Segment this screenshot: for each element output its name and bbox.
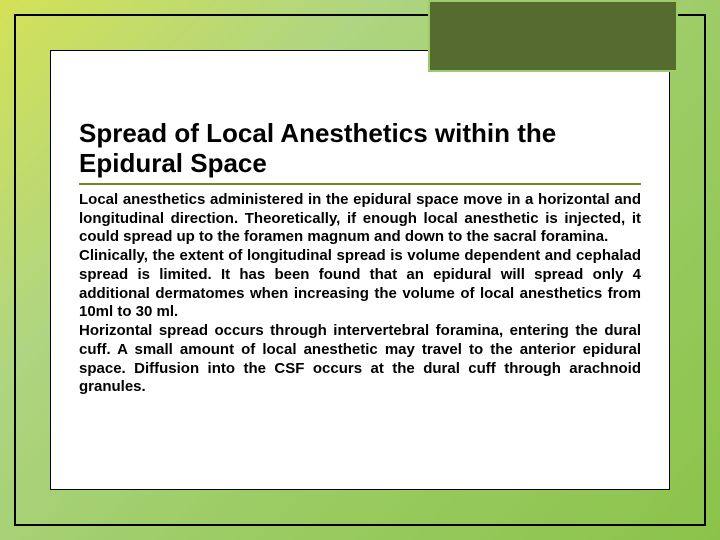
- paragraph-3: Horizontal spread occurs through interve…: [79, 322, 641, 397]
- paragraph-2: Clinically, the extent of longitudinal s…: [79, 247, 641, 322]
- slide-heading: Spread of Local Anesthetics within the E…: [79, 119, 641, 185]
- paragraph-1: Local anesthetics administered in the ep…: [79, 191, 641, 247]
- outer-frame: Spread of Local Anesthetics within the E…: [14, 14, 706, 526]
- slide-body: Local anesthetics administered in the ep…: [79, 191, 641, 397]
- decorative-title-box: [428, 0, 678, 72]
- content-frame: Spread of Local Anesthetics within the E…: [50, 50, 670, 490]
